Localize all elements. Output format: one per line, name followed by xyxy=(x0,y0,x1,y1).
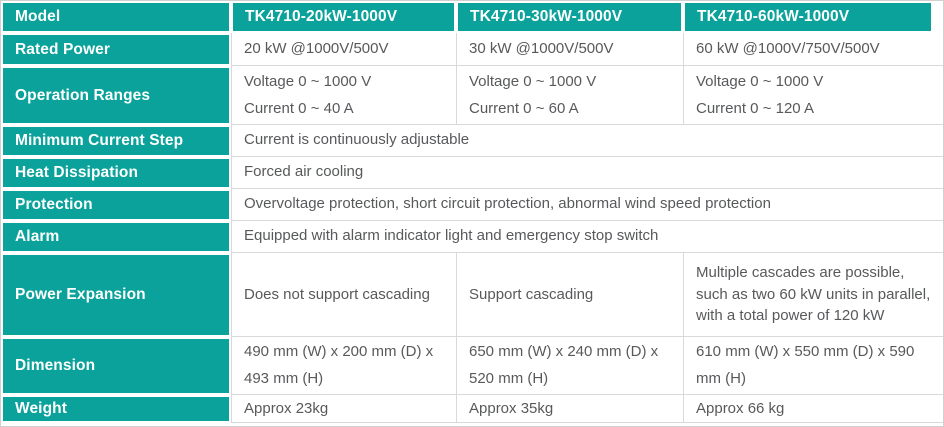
table-row-operation-ranges: Operation Ranges Voltage 0 ~ 1000 V Curr… xyxy=(1,66,943,125)
row-header-operation-ranges: Operation Ranges xyxy=(1,66,231,125)
cell-dimension-3: 610 mm (W) x 550 mm (D) x 590 mm (H) xyxy=(683,337,943,395)
cell-power-expansion-3: Multiple cascades are possible, such as … xyxy=(683,253,943,337)
cell-minimum-current-step: Current is continuously adjustable xyxy=(231,125,943,157)
table-row-rated-power: Rated Power 20 kW @1000V/500V 30 kW @100… xyxy=(1,33,943,66)
table-row-weight: Weight Approx 23kg Approx 35kg Approx 66… xyxy=(1,395,943,423)
cell-weight-3: Approx 66 kg xyxy=(683,395,943,423)
table-row-model: Model TK4710-20kW-1000V TK4710-30kW-1000… xyxy=(1,1,943,33)
cell-rated-power-3: 60 kW @1000V/750V/500V xyxy=(683,33,943,66)
cell-dimension-2: 650 mm (W) x 240 mm (D) x 520 mm (H) xyxy=(456,337,683,395)
model-name-20kw: TK4710-20kW-1000V xyxy=(231,1,456,33)
cell-operation-ranges-1: Voltage 0 ~ 1000 V Current 0 ~ 40 A xyxy=(231,66,456,125)
row-header-protection: Protection xyxy=(1,189,231,221)
row-header-power-expansion: Power Expansion xyxy=(1,253,231,337)
table-row-power-expansion: Power Expansion Does not support cascadi… xyxy=(1,253,943,337)
cell-dimension-1: 490 mm (W) x 200 mm (D) x 493 mm (H) xyxy=(231,337,456,395)
row-header-alarm: Alarm xyxy=(1,221,231,253)
cell-alarm: Equipped with alarm indicator light and … xyxy=(231,221,943,253)
cell-protection: Overvoltage protection, short circuit pr… xyxy=(231,189,943,221)
model-name-60kw: TK4710-60kW-1000V xyxy=(683,1,943,33)
model-name-30kw: TK4710-30kW-1000V xyxy=(456,1,683,33)
cell-power-expansion-1: Does not support cascading xyxy=(231,253,456,337)
table-row-alarm: Alarm Equipped with alarm indicator ligh… xyxy=(1,221,943,253)
row-header-rated-power: Rated Power xyxy=(1,33,231,66)
cell-heat-dissipation: Forced air cooling xyxy=(231,157,943,189)
table-row-dimension: Dimension 490 mm (W) x 200 mm (D) x 493 … xyxy=(1,337,943,395)
row-header-weight: Weight xyxy=(1,395,231,423)
row-header-heat-dissipation: Heat Dissipation xyxy=(1,157,231,189)
row-header-minimum-current-step: Minimum Current Step xyxy=(1,125,231,157)
cell-rated-power-1: 20 kW @1000V/500V xyxy=(231,33,456,66)
table-row-protection: Protection Overvoltage protection, short… xyxy=(1,189,943,221)
cell-rated-power-2: 30 kW @1000V/500V xyxy=(456,33,683,66)
table-row-minimum-current-step: Minimum Current Step Current is continuo… xyxy=(1,125,943,157)
cell-operation-ranges-2: Voltage 0 ~ 1000 V Current 0 ~ 60 A xyxy=(456,66,683,125)
cell-operation-ranges-3: Voltage 0 ~ 1000 V Current 0 ~ 120 A xyxy=(683,66,943,125)
cell-weight-2: Approx 35kg xyxy=(456,395,683,423)
table-row-heat-dissipation: Heat Dissipation Forced air cooling xyxy=(1,157,943,189)
cell-weight-1: Approx 23kg xyxy=(231,395,456,423)
row-header-dimension: Dimension xyxy=(1,337,231,395)
cell-power-expansion-2: Support cascading xyxy=(456,253,683,337)
row-header-model: Model xyxy=(1,1,231,33)
